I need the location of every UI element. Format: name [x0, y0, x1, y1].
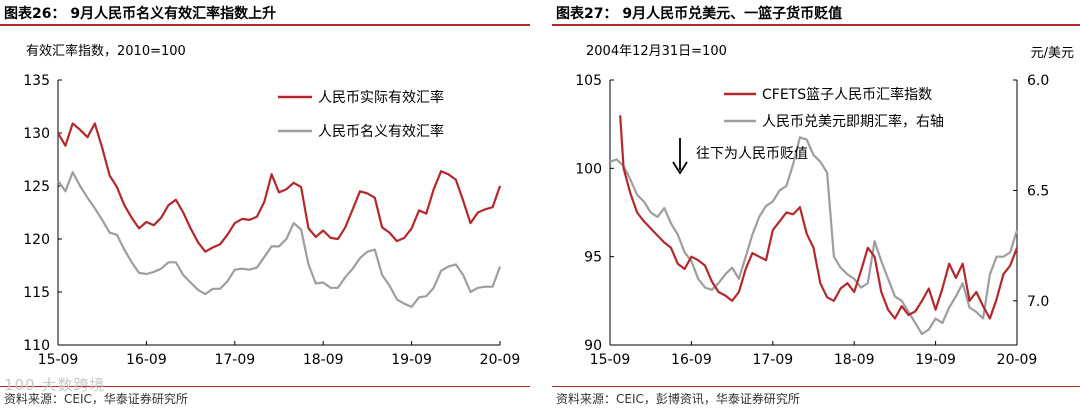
y-tick-label: 100 [575, 161, 602, 177]
source-note: 资料来源：CEIC，华泰证券研究所 [4, 392, 188, 406]
right-unit-label: 元/美元 [1031, 46, 1074, 61]
figure-title: 图表27： 9月人民币兑美元、一篮子货币贬值 [556, 6, 843, 22]
y-tick-label: 135 [23, 73, 50, 89]
y-tick-label: 115 [23, 285, 50, 301]
x-tick-label: 19-09 [915, 352, 956, 368]
line-chart-effective-exchange-rate: 有效汇率指数，2010=100 110 115 120 125 130 135 15-09 16… [23, 43, 521, 368]
y-tick-label: 105 [575, 73, 602, 89]
x-tick-label: 15-09 [38, 352, 79, 368]
y-tick-label: 95 [584, 250, 602, 266]
y-tick-label: 90 [584, 338, 602, 354]
series-line-nominal [57, 171, 502, 308]
y-tick-label: 130 [23, 126, 50, 142]
unit-label: 2004年12月31日=100 [586, 44, 727, 59]
x-tick-label: 15-09 [590, 352, 631, 368]
title-rule [0, 24, 530, 26]
x-tick-label: 17-09 [214, 352, 255, 368]
x-tick-label: 18-09 [303, 352, 344, 368]
y-tick-label: 120 [23, 232, 50, 248]
x-tick-label: 20-09 [480, 352, 521, 368]
x-tick-label: 19-09 [391, 352, 432, 368]
y2-tick-label: 7.0 [1027, 294, 1049, 310]
title-rule [552, 24, 1080, 26]
chart-panel-left: 图表26： 9月人民币名义有效汇率指数上升 有效汇率指数，2010=100 110… [0, 0, 530, 410]
chart-panel-right: 图表27： 9月人民币兑美元、一篮子货币贬值 2004年12月31日=100 元/… [552, 0, 1080, 410]
series-line-cfets [619, 115, 1019, 320]
legend-label: CFETS篮子人民币汇率指数 [762, 86, 932, 103]
x-tick-label: 20-09 [997, 352, 1038, 368]
x-tick-label: 16-09 [126, 352, 167, 368]
y-tick-label: 125 [23, 179, 50, 195]
legend-label: 人民币名义有效汇率 [318, 123, 444, 140]
y2-tick-label: 6.0 [1027, 73, 1049, 89]
annotation-arrow-head [672, 161, 688, 175]
source-note: 资料来源：CEIC，彭博资讯，华泰证券研究所 [556, 392, 800, 406]
source-rule [0, 386, 530, 387]
line-chart-rmb-vs-usd-and-basket: 2004年12月31日=100 元/美元 90 95 100 105 6.0 6.5 7.0 15… [575, 44, 1074, 368]
x-tick-label: 16-09 [671, 352, 712, 368]
x-tick-label: 17-09 [752, 352, 793, 368]
series-line-real [57, 122, 502, 253]
legend-label: 人民币兑美元即期汇率，右轴 [762, 113, 944, 130]
unit-label: 有效汇率指数，2010=100 [26, 43, 186, 59]
annotation-text: 往下为人民币贬值 [696, 146, 808, 162]
legend-label: 人民币实际有效汇率 [318, 89, 444, 106]
y-tick-label: 110 [23, 338, 50, 354]
y2-tick-label: 6.5 [1027, 183, 1049, 199]
source-rule [552, 386, 1080, 387]
watermark-text: 100 大数跨境 [4, 376, 106, 394]
series-line-usdcny [609, 136, 1019, 336]
x-tick-label: 18-09 [834, 352, 875, 368]
figure-title: 图表26： 9月人民币名义有效汇率指数上升 [4, 6, 277, 22]
